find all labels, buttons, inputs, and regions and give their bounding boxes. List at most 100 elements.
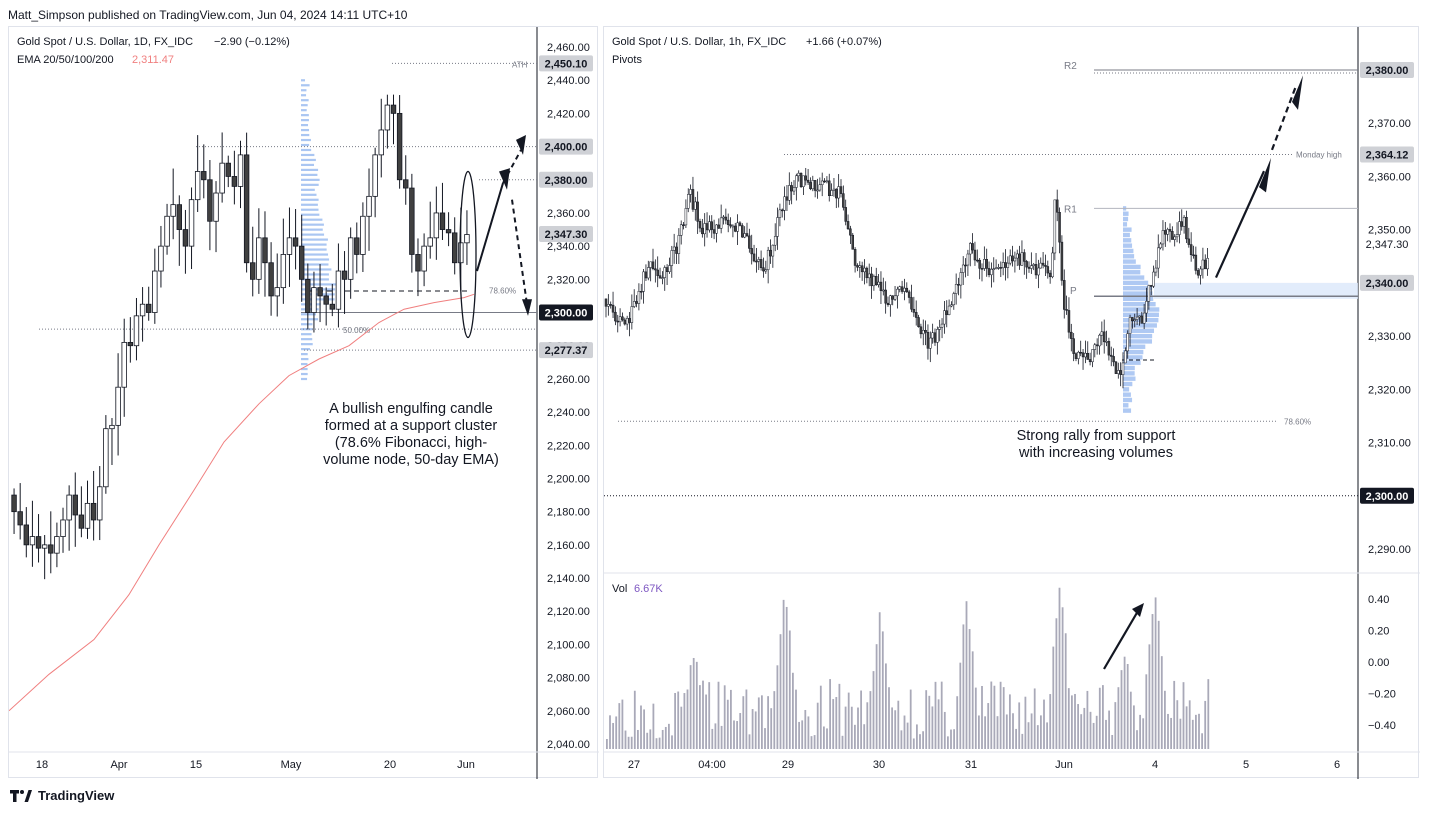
hourly-candle xyxy=(1004,262,1007,268)
hourly-volume-profile-bar xyxy=(1123,222,1128,227)
volume-bar xyxy=(773,691,776,749)
daily-candle xyxy=(103,428,109,488)
hourly-chart-title: Gold Spot / U.S. Dollar, 1h, FX_IDC xyxy=(612,36,786,48)
volume-bar xyxy=(947,736,949,749)
volume-bar xyxy=(1098,687,1101,749)
volume-bar xyxy=(1185,706,1188,749)
daily-y-tick: 2,260.00 xyxy=(547,374,590,386)
hourly-volume-profile-bar xyxy=(1123,259,1136,264)
volume-bar xyxy=(1095,715,1098,749)
hourly-candle xyxy=(917,317,920,328)
hourly-volume-profile-bar xyxy=(1123,387,1130,392)
daily-chart[interactable]: ATH 78.60% 50.00% 2,460.00 2,440.00 2,420.00… xyxy=(8,27,599,779)
volume-profile-bar xyxy=(301,183,319,186)
hourly-volume-profile-bar xyxy=(1123,371,1135,376)
daily-x-tick: May xyxy=(281,759,302,771)
hourly-candle xyxy=(604,298,608,307)
daily-price-tag-box xyxy=(539,226,593,243)
hourly-candle xyxy=(764,269,768,272)
hourly-volume-profile-bar xyxy=(1123,397,1133,403)
hourly-candle xyxy=(1058,212,1061,243)
hourly-price-tag-label: 2,300.00 xyxy=(1366,491,1409,503)
hourly-candle xyxy=(640,291,643,293)
volume-bar xyxy=(1182,682,1185,749)
volume-y-tick: −0.20 xyxy=(1368,689,1396,701)
hourly-candle xyxy=(1124,350,1127,364)
hourly-x-tick: 31 xyxy=(965,759,977,771)
hourly-x-tick: 27 xyxy=(628,759,640,771)
volume-bar xyxy=(1055,618,1058,749)
hourly-candle xyxy=(797,172,800,177)
daily-chart-panel[interactable]: ATH 78.60% 50.00% 2,460.00 2,440.00 2,420.00… xyxy=(8,26,599,779)
volume-bar xyxy=(1058,587,1061,749)
hourly-candle xyxy=(954,284,958,294)
hourly-candle xyxy=(1204,259,1207,270)
volume-bar xyxy=(757,697,760,749)
daily-x-tick: 18 xyxy=(36,759,48,771)
volume-bar xyxy=(1030,713,1033,749)
hourly-price-tag-label: 2,340.00 xyxy=(1366,278,1409,290)
volume-bar xyxy=(909,689,912,749)
volume-bar xyxy=(615,716,618,749)
hourly-levels: R2 Monday high R1 P 78.60% xyxy=(604,61,1358,497)
hourly-x-tick: 6 xyxy=(1334,759,1340,771)
hourly-candle xyxy=(1053,199,1057,254)
hourly-candle xyxy=(609,304,612,306)
hourly-candle xyxy=(820,180,824,185)
hourly-volume-profile-bar xyxy=(1123,296,1154,302)
hourly-candle xyxy=(1117,370,1120,374)
daily-x-tick: Jun xyxy=(457,759,475,771)
volume-bar xyxy=(1002,687,1005,749)
daily-chart-title: Gold Spot / U.S. Dollar, 1D, FX_IDC xyxy=(17,36,193,48)
daily-candle xyxy=(207,179,213,222)
daily-candle xyxy=(72,494,78,516)
hourly-volume-profile-bar xyxy=(1123,408,1132,413)
hourly-x-tick: 4 xyxy=(1152,759,1158,771)
hourly-candle xyxy=(1030,265,1033,269)
hourly-candle xyxy=(945,310,948,315)
hourly-candle xyxy=(1112,356,1115,363)
hourly-volume-profile-bar xyxy=(1123,339,1153,344)
hourly-candle xyxy=(637,291,641,304)
volume-profile-bar xyxy=(301,258,330,261)
volume-bar xyxy=(974,687,977,749)
daily-candle xyxy=(237,154,244,187)
volume-bar xyxy=(916,724,918,749)
hourly-candle xyxy=(1154,267,1158,273)
volume-bar xyxy=(751,709,754,749)
hourly-candle xyxy=(790,185,793,192)
hourly-candle xyxy=(994,267,998,270)
fib-786-hourly-label: 78.60% xyxy=(1284,417,1311,426)
volume-bar xyxy=(689,665,692,749)
volume-bar xyxy=(872,671,875,749)
hourly-candle xyxy=(992,268,995,270)
volume-legend-value: 6.67K xyxy=(634,583,663,595)
hourly-candle xyxy=(687,194,690,209)
daily-candle xyxy=(225,162,231,177)
hourly-candle xyxy=(943,310,946,325)
hourly-candle xyxy=(997,267,1000,269)
volume-profile-bar xyxy=(301,228,323,231)
hourly-candle xyxy=(781,209,784,212)
volume-profile-bar xyxy=(301,283,341,286)
hourly-candle xyxy=(799,172,803,187)
hourly-x-tick: 04:00 xyxy=(698,759,726,771)
volume-bar xyxy=(841,735,844,749)
hourly-candle xyxy=(1088,359,1092,363)
volume-bar xyxy=(788,630,791,749)
daily-candle xyxy=(378,129,384,156)
daily-candle xyxy=(35,536,42,549)
hourly-candle xyxy=(628,318,631,323)
daily-candle xyxy=(415,254,421,272)
volume-bar xyxy=(1170,717,1172,749)
hourly-candle xyxy=(999,267,1003,269)
volume-profile-bar xyxy=(301,109,307,112)
fib-786-label: 78.60% xyxy=(489,286,516,295)
bullish-target-arrow-line xyxy=(502,149,522,184)
volume-bar xyxy=(897,700,900,749)
volume-bar xyxy=(770,708,773,749)
volume-bar xyxy=(804,709,807,749)
hourly-volume-profile-bar xyxy=(1123,248,1134,254)
